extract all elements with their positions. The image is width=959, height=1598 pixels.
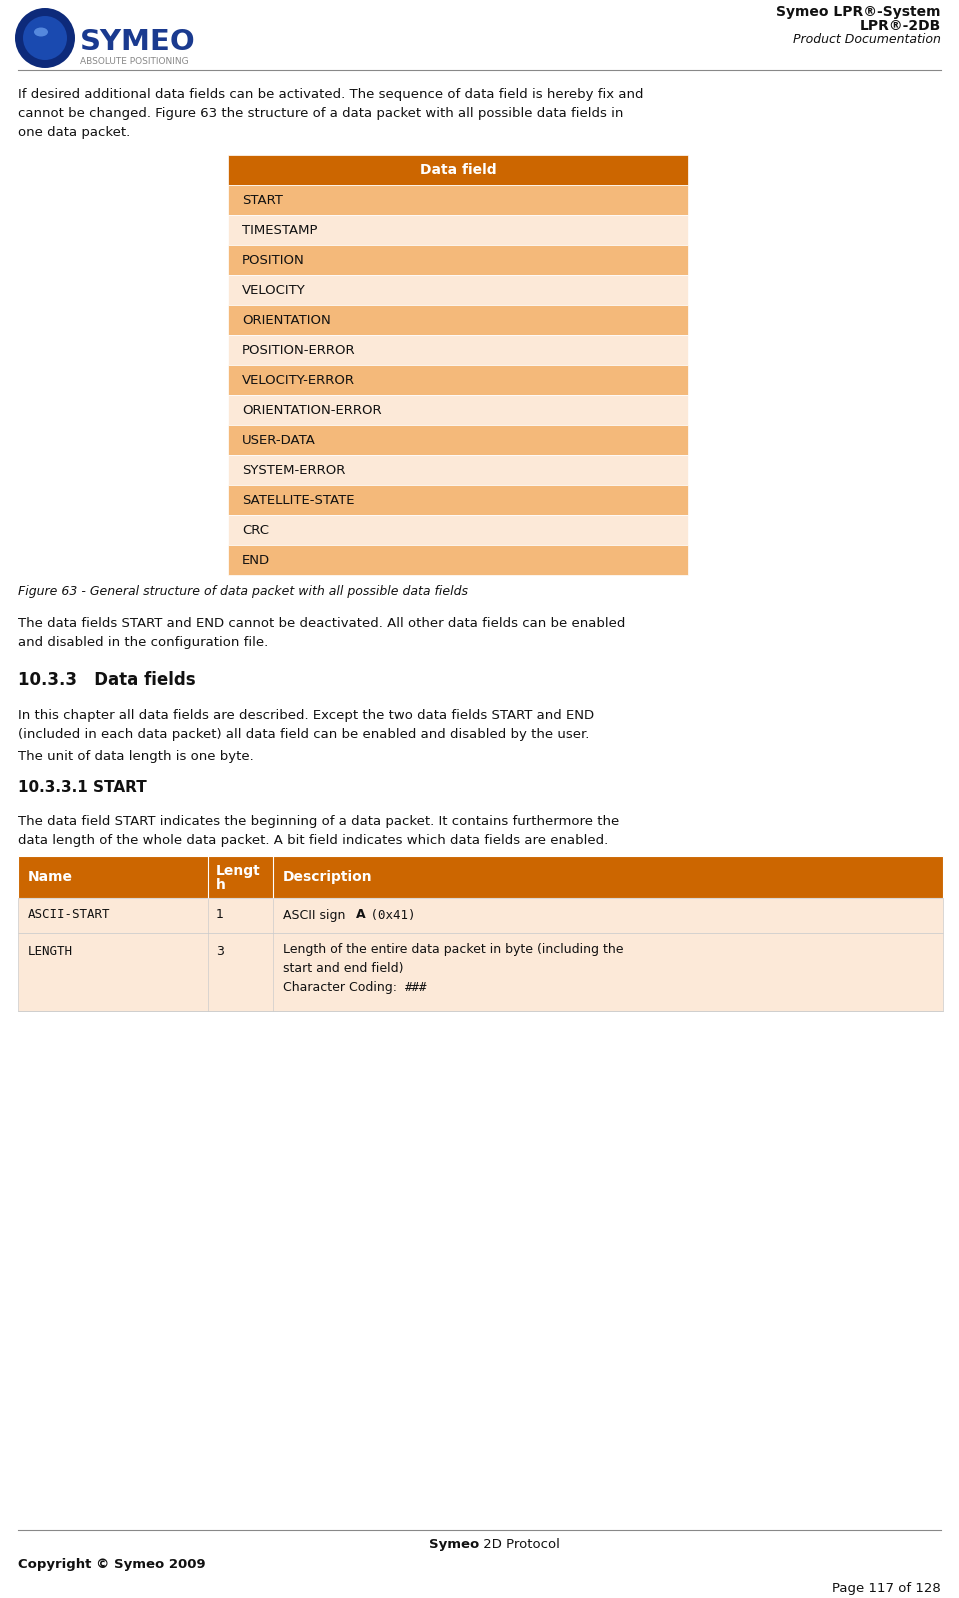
Text: LPR®-2DB: LPR®-2DB <box>860 19 941 34</box>
Text: A: A <box>356 909 365 922</box>
Text: and disabled in the configuration file.: and disabled in the configuration file. <box>18 636 269 649</box>
Text: START: START <box>242 193 283 206</box>
Text: (0x41): (0x41) <box>363 909 415 922</box>
Text: If desired additional data fields can be activated. The sequence of data field i: If desired additional data fields can be… <box>18 88 643 101</box>
Text: Symeo: Symeo <box>429 1537 479 1552</box>
FancyBboxPatch shape <box>228 486 688 515</box>
Text: Description: Description <box>283 869 373 884</box>
Text: 1: 1 <box>216 909 223 922</box>
Text: Character Coding:: Character Coding: <box>283 981 405 994</box>
Text: (included in each data packet) all data field can be enabled and disabled by the: (included in each data packet) all data … <box>18 729 590 741</box>
FancyBboxPatch shape <box>228 155 688 185</box>
Text: start and end field): start and end field) <box>283 962 404 975</box>
Text: cannot be changed. Figure 63 the structure of a data packet with all possible da: cannot be changed. Figure 63 the structu… <box>18 107 623 120</box>
Text: SYSTEM-ERROR: SYSTEM-ERROR <box>242 463 345 476</box>
Text: In this chapter all data fields are described. Except the two data fields START : In this chapter all data fields are desc… <box>18 710 595 722</box>
Text: SYMEO: SYMEO <box>80 29 196 56</box>
FancyBboxPatch shape <box>228 425 688 455</box>
Text: ORIENTATION-ERROR: ORIENTATION-ERROR <box>242 404 382 417</box>
Circle shape <box>15 8 75 69</box>
Text: Length of the entire data packet in byte (including the: Length of the entire data packet in byte… <box>283 943 623 956</box>
FancyBboxPatch shape <box>18 898 943 933</box>
FancyBboxPatch shape <box>228 515 688 545</box>
Text: ASCII sign: ASCII sign <box>283 909 349 922</box>
Text: Product Documentation: Product Documentation <box>793 34 941 46</box>
FancyBboxPatch shape <box>228 455 688 486</box>
Text: ORIENTATION: ORIENTATION <box>242 313 331 326</box>
Text: The unit of data length is one byte.: The unit of data length is one byte. <box>18 749 254 762</box>
Text: Data field: Data field <box>420 163 497 177</box>
FancyBboxPatch shape <box>228 185 688 216</box>
Text: USER-DATA: USER-DATA <box>242 433 316 446</box>
FancyBboxPatch shape <box>228 216 688 244</box>
Text: POSITION-ERROR: POSITION-ERROR <box>242 344 356 356</box>
Ellipse shape <box>34 27 48 37</box>
Text: data length of the whole data packet. A bit field indicates which data fields ar: data length of the whole data packet. A … <box>18 834 608 847</box>
Text: 10.3.3   Data fields: 10.3.3 Data fields <box>18 671 196 689</box>
Text: 3: 3 <box>216 944 223 957</box>
Text: The data fields START and END cannot be deactivated. All other data fields can b: The data fields START and END cannot be … <box>18 617 625 630</box>
Text: The data field START indicates the beginning of a data packet. It contains furth: The data field START indicates the begin… <box>18 815 620 828</box>
Text: ###: ### <box>405 981 428 994</box>
FancyBboxPatch shape <box>228 336 688 364</box>
FancyBboxPatch shape <box>228 395 688 425</box>
Text: SATELLITE-STATE: SATELLITE-STATE <box>242 494 355 507</box>
Text: Copyright © Symeo 2009: Copyright © Symeo 2009 <box>18 1558 205 1571</box>
Text: 10.3.3.1 START: 10.3.3.1 START <box>18 780 147 794</box>
Text: Figure 63 - General structure of data packet with all possible data fields: Figure 63 - General structure of data pa… <box>18 585 468 598</box>
Text: END: END <box>242 553 270 567</box>
FancyBboxPatch shape <box>228 275 688 305</box>
Text: VELOCITY-ERROR: VELOCITY-ERROR <box>242 374 355 387</box>
Text: Page 117 of 128: Page 117 of 128 <box>832 1582 941 1595</box>
Text: Symeo LPR®-System: Symeo LPR®-System <box>777 5 941 19</box>
FancyBboxPatch shape <box>18 857 943 898</box>
Text: ASCII-START: ASCII-START <box>28 909 110 922</box>
Text: Lengt: Lengt <box>216 865 261 877</box>
Text: 2D Protocol: 2D Protocol <box>479 1537 560 1552</box>
FancyBboxPatch shape <box>18 933 943 1012</box>
FancyBboxPatch shape <box>228 545 688 575</box>
Circle shape <box>23 16 67 61</box>
Text: TIMESTAMP: TIMESTAMP <box>242 224 317 237</box>
Text: LENGTH: LENGTH <box>28 944 73 957</box>
Text: VELOCITY: VELOCITY <box>242 283 306 297</box>
Text: ABSOLUTE POSITIONING: ABSOLUTE POSITIONING <box>80 58 189 66</box>
Text: POSITION: POSITION <box>242 254 305 267</box>
FancyBboxPatch shape <box>228 305 688 336</box>
Text: one data packet.: one data packet. <box>18 126 130 139</box>
FancyBboxPatch shape <box>228 364 688 395</box>
Text: h: h <box>216 877 226 892</box>
Text: CRC: CRC <box>242 524 269 537</box>
FancyBboxPatch shape <box>228 244 688 275</box>
Text: Name: Name <box>28 869 73 884</box>
